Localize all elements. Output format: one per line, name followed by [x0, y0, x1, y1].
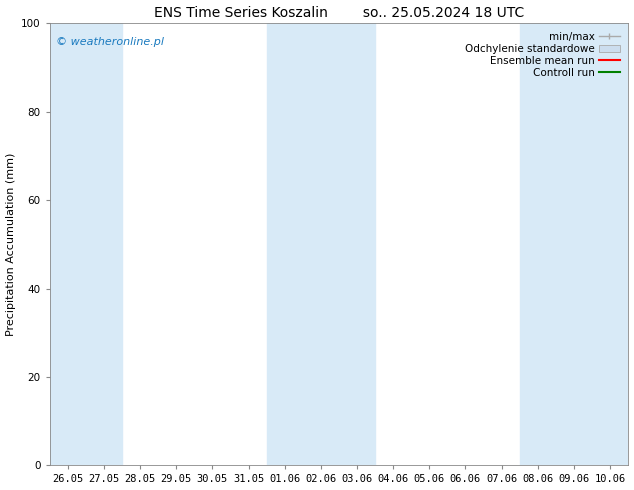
Y-axis label: Precipitation Accumulation (mm): Precipitation Accumulation (mm): [6, 153, 16, 336]
Bar: [49, 24, 122, 465]
Bar: [267, 24, 375, 465]
Bar: [520, 24, 628, 465]
Text: © weatheronline.pl: © weatheronline.pl: [56, 37, 164, 47]
Title: ENS Time Series Koszalin        so.. 25.05.2024 18 UTC: ENS Time Series Koszalin so.. 25.05.2024…: [154, 5, 524, 20]
Legend: min/max, Odchylenie standardowe, Ensemble mean run, Controll run: min/max, Odchylenie standardowe, Ensembl…: [462, 29, 623, 81]
